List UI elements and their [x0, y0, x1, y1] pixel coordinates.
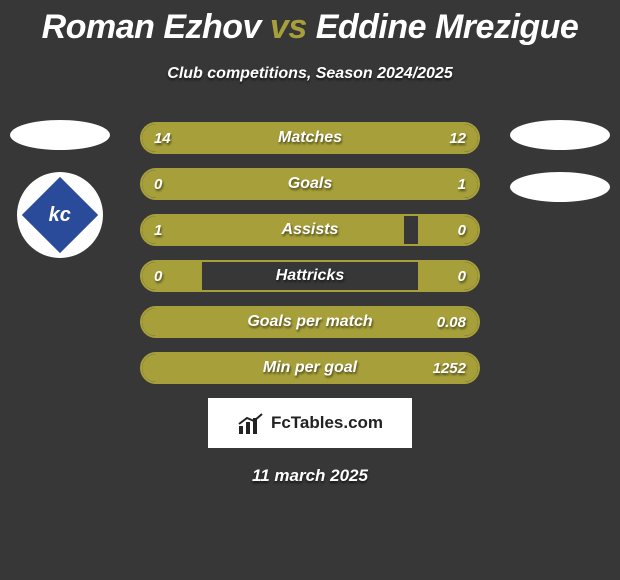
stat-row: 10Assists [140, 214, 480, 246]
stat-row: 0.08Goals per match [140, 306, 480, 338]
date-text: 11 march 2025 [0, 466, 620, 486]
right-badges [510, 120, 610, 224]
stat-fill-right [418, 262, 478, 290]
stat-fill-right [323, 124, 478, 152]
brand-box[interactable]: FcTables.com [208, 398, 412, 448]
stat-row: 1252Min per goal [140, 352, 480, 384]
club-logo-diamond: kc [22, 177, 98, 253]
player1-name: Roman Ezhov [42, 8, 261, 46]
club-badge: kc [17, 172, 103, 258]
stat-fill-left [142, 170, 202, 198]
player-photo-placeholder [10, 120, 110, 150]
club-logo-text: kc [49, 204, 71, 227]
stat-fill-right [202, 308, 478, 336]
vs-text: vs [270, 8, 307, 46]
left-badges: kc [10, 120, 110, 258]
page-title: Roman Ezhov vs Eddine Mrezigue [0, 0, 620, 47]
club-badge-placeholder [510, 172, 610, 202]
brand-text: FcTables.com [271, 413, 383, 433]
stat-fill-left [142, 124, 323, 152]
stat-fill-right [202, 170, 478, 198]
subtitle: Club competitions, Season 2024/2025 [0, 65, 620, 83]
stat-row: 00Hattricks [140, 260, 480, 292]
stat-row: 01Goals [140, 168, 480, 200]
player-photo-placeholder [510, 120, 610, 150]
player2-name: Eddine Mrezigue [316, 8, 579, 46]
stat-fill-left [142, 216, 404, 244]
chart-icon [237, 412, 265, 434]
stat-fill-left [142, 354, 202, 382]
stat-fill-right [202, 354, 478, 382]
stat-fill-left [142, 262, 202, 290]
stat-row: 1412Matches [140, 122, 480, 154]
stat-fill-left [142, 308, 202, 336]
stat-fill-right [418, 216, 478, 244]
stats-container: 1412Matches 01Goals 10Assists 00Hattricks 0.… [140, 122, 480, 398]
